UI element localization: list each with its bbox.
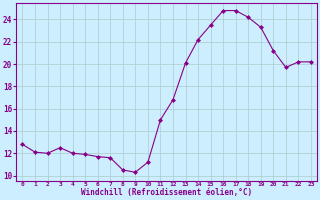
X-axis label: Windchill (Refroidissement éolien,°C): Windchill (Refroidissement éolien,°C): [81, 188, 252, 197]
